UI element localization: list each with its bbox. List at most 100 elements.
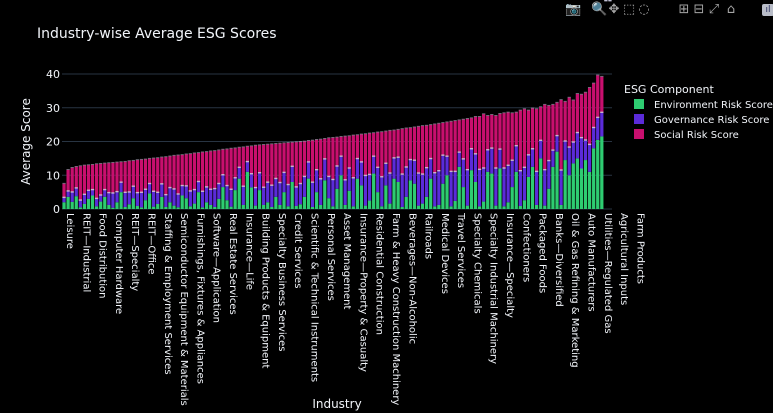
bar-social[interactable] [241,147,245,187]
bar-governance[interactable] [486,150,490,172]
bar-environment[interactable] [567,175,571,209]
bar-social[interactable] [310,140,315,183]
bar-governance[interactable] [298,184,302,205]
bar-environment[interactable] [535,204,539,209]
bar-governance[interactable] [107,193,111,205]
bar-environment[interactable] [131,198,135,209]
bar-governance[interactable] [172,189,176,206]
bar-social[interactable] [172,155,176,190]
bar-environment[interactable] [526,176,531,209]
legend-item-environment-swatch[interactable] [634,99,644,109]
bar-governance[interactable] [78,200,82,208]
bar-governance[interactable] [351,178,355,207]
bar-governance[interactable] [119,182,123,193]
bar-environment[interactable] [278,204,282,209]
bar-governance[interactable] [278,183,282,205]
bar-social[interactable] [575,93,579,134]
bar-governance[interactable] [437,171,441,205]
bar-environment[interactable] [380,206,384,209]
bar-social[interactable] [111,162,115,194]
bar-environment[interactable] [331,206,335,209]
bar-social[interactable] [66,169,70,192]
bar-social[interactable] [367,133,372,175]
bar-governance[interactable] [90,190,95,196]
bar-social[interactable] [490,114,494,149]
bar-governance[interactable] [404,167,408,197]
bar-governance[interactable] [217,184,221,199]
bar-environment[interactable] [490,173,494,209]
bar-governance[interactable] [441,155,445,184]
bar-governance[interactable] [270,185,274,207]
bar-environment[interactable] [282,192,286,209]
bar-environment[interactable] [396,182,400,209]
bar-environment[interactable] [168,202,172,209]
bar-environment[interactable] [343,204,347,209]
bar-governance[interactable] [420,174,425,204]
bar-social[interactable] [270,144,274,186]
bar-social[interactable] [587,87,592,145]
bar-social[interactable] [257,145,262,174]
bar-governance[interactable] [103,190,107,197]
bar-social[interactable] [376,132,380,168]
bar-social[interactable] [249,146,254,175]
bar-environment[interactable] [115,202,119,209]
bar-environment[interactable] [494,205,498,209]
bar-social[interactable] [559,99,563,171]
bar-environment[interactable] [95,206,99,209]
bar-governance[interactable] [205,187,209,203]
bar-social[interactable] [437,123,441,172]
bar-environment[interactable] [107,204,111,209]
bar-social[interactable] [473,116,478,155]
reset-axes-icon[interactable]: ⌂ [726,2,736,17]
bar-governance[interactable] [331,179,335,207]
bar-environment[interactable] [477,206,482,209]
bar-environment[interactable] [135,205,139,209]
bar-governance[interactable] [514,146,518,172]
bar-environment[interactable] [221,187,225,209]
bar-environment[interactable] [408,180,412,209]
bar-environment[interactable] [482,201,486,209]
bar-environment[interactable] [425,196,429,209]
bar-social[interactable] [408,128,412,161]
bar-environment[interactable] [502,206,506,209]
bar-environment[interactable] [587,171,592,209]
bar-social[interactable] [514,112,518,147]
bar-social[interactable] [486,115,490,151]
bar-environment[interactable] [384,185,388,209]
bar-social[interactable] [200,152,205,192]
bar-social[interactable] [363,134,368,176]
bar-environment[interactable] [241,204,245,209]
bar-social[interactable] [461,119,465,160]
bar-environment[interactable] [367,200,372,209]
bar-environment[interactable] [522,200,527,209]
bar-governance[interactable] [575,133,579,159]
bar-environment[interactable] [518,205,522,209]
bar-environment[interactable] [469,170,474,209]
bar-environment[interactable] [257,190,262,209]
bar-social[interactable] [205,151,209,188]
bar-environment[interactable] [66,196,70,209]
bar-governance[interactable] [567,147,571,176]
bar-social[interactable] [482,114,486,169]
bar-social[interactable] [518,110,522,172]
bar-social[interactable] [278,143,282,184]
camera-icon[interactable]: 📷 [565,2,582,17]
bar-social[interactable] [131,160,135,187]
bar-environment[interactable] [363,205,368,209]
bar-environment[interactable] [180,195,184,210]
bar-social[interactable] [526,110,531,156]
bar-social[interactable] [282,143,286,173]
zoom-out-icon[interactable]: ⊟ [693,2,705,17]
bar-social[interactable] [229,148,233,190]
bar-governance[interactable] [482,168,486,202]
bar-governance[interactable] [74,188,78,197]
bar-social[interactable] [571,100,575,143]
bar-social[interactable] [530,108,535,150]
bar-environment[interactable] [347,190,351,209]
bar-governance[interactable] [241,186,245,205]
bar-social[interactable] [184,154,188,187]
bar-governance[interactable] [502,168,506,207]
bar-governance[interactable] [571,142,575,164]
bar-environment[interactable] [152,206,156,209]
bar-governance[interactable] [147,184,152,194]
